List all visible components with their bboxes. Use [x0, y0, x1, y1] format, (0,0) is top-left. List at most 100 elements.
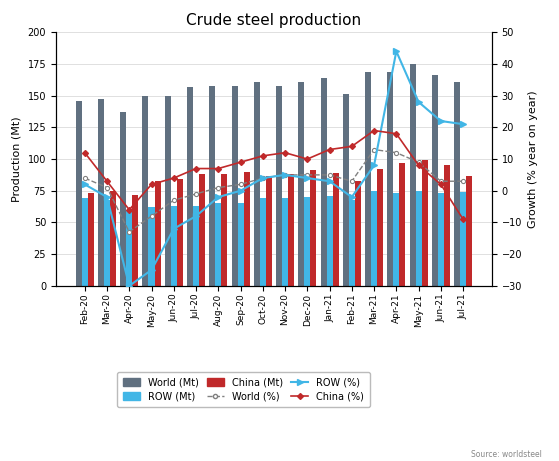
World (%): [237, 182, 244, 187]
World (%): [393, 150, 400, 155]
Line: World (%): World (%): [83, 148, 465, 234]
ROW (%): [371, 163, 377, 168]
Y-axis label: Production (Mt): Production (Mt): [12, 116, 22, 202]
World (%): [82, 175, 88, 181]
Bar: [371, 191, 377, 286]
Bar: [82, 198, 88, 286]
World (%): [170, 197, 177, 203]
Bar: [355, 181, 361, 286]
Bar: [104, 200, 110, 286]
Bar: [132, 195, 138, 286]
China (%): [193, 166, 200, 171]
Bar: [254, 82, 260, 286]
Y-axis label: Growth (% year on year): Growth (% year on year): [528, 90, 538, 228]
Bar: [149, 207, 154, 286]
ROW (%): [259, 175, 266, 181]
China (%): [438, 182, 444, 187]
ROW (%): [103, 195, 110, 200]
Bar: [143, 95, 149, 286]
ROW (%): [348, 195, 355, 200]
China (%): [237, 160, 244, 165]
Bar: [260, 198, 266, 286]
China (%): [371, 128, 377, 133]
Bar: [343, 95, 349, 286]
ROW (%): [282, 172, 288, 177]
ROW (%): [193, 213, 200, 219]
Bar: [199, 174, 205, 286]
Bar: [221, 174, 228, 286]
ROW (%): [415, 99, 422, 105]
World (%): [371, 147, 377, 152]
World (%): [415, 160, 422, 165]
World (%): [126, 229, 132, 235]
Bar: [231, 86, 238, 286]
China (%): [415, 163, 422, 168]
Bar: [387, 71, 394, 286]
China (%): [103, 178, 110, 184]
ROW (%): [82, 182, 88, 187]
Bar: [365, 71, 371, 286]
ROW (%): [170, 226, 177, 231]
Bar: [333, 173, 339, 286]
ROW (%): [304, 175, 311, 181]
Bar: [187, 87, 193, 286]
ROW (%): [148, 267, 155, 273]
Bar: [110, 191, 116, 286]
Line: China (%): China (%): [83, 129, 465, 221]
Bar: [98, 100, 104, 286]
China (%): [304, 156, 311, 162]
Bar: [244, 172, 249, 286]
Bar: [276, 86, 282, 286]
Bar: [377, 169, 383, 286]
Bar: [75, 101, 82, 286]
Bar: [432, 75, 438, 286]
China (%): [170, 175, 177, 181]
World (%): [459, 178, 466, 184]
Bar: [399, 163, 405, 286]
Bar: [394, 193, 399, 286]
Bar: [438, 193, 444, 286]
China (%): [126, 207, 132, 213]
China (%): [82, 150, 88, 155]
World (%): [103, 185, 110, 190]
China (%): [459, 217, 466, 222]
World (%): [259, 175, 266, 181]
Bar: [299, 82, 304, 286]
Bar: [310, 171, 316, 286]
ROW (%): [459, 121, 466, 127]
Bar: [209, 86, 215, 286]
Line: ROW (%): ROW (%): [82, 48, 466, 289]
Bar: [444, 165, 450, 286]
Legend: World (Mt), ROW (Mt), China (Mt), World (%), ROW (%), China (%): World (Mt), ROW (Mt), China (Mt), World …: [117, 372, 370, 408]
World (%): [193, 191, 200, 197]
Bar: [120, 112, 126, 286]
China (%): [282, 150, 288, 155]
Bar: [215, 203, 221, 286]
Text: Source: worldsteel: Source: worldsteel: [471, 449, 542, 459]
Bar: [282, 198, 288, 286]
ROW (%): [326, 178, 333, 184]
World (%): [326, 172, 333, 177]
Bar: [238, 203, 244, 286]
World (%): [282, 172, 288, 177]
Bar: [349, 200, 355, 286]
Title: Crude steel production: Crude steel production: [186, 13, 362, 28]
ROW (%): [393, 48, 400, 54]
Bar: [126, 210, 132, 286]
ROW (%): [126, 283, 132, 289]
Bar: [454, 82, 460, 286]
Bar: [304, 197, 310, 286]
China (%): [348, 144, 355, 149]
World (%): [438, 178, 444, 184]
China (%): [148, 182, 155, 187]
China (%): [393, 131, 400, 136]
Bar: [320, 78, 326, 286]
Bar: [266, 176, 272, 286]
World (%): [148, 213, 155, 219]
China (%): [259, 153, 266, 159]
Bar: [170, 206, 177, 286]
Bar: [460, 192, 466, 286]
World (%): [215, 185, 221, 190]
Bar: [288, 174, 294, 286]
ROW (%): [215, 195, 221, 200]
